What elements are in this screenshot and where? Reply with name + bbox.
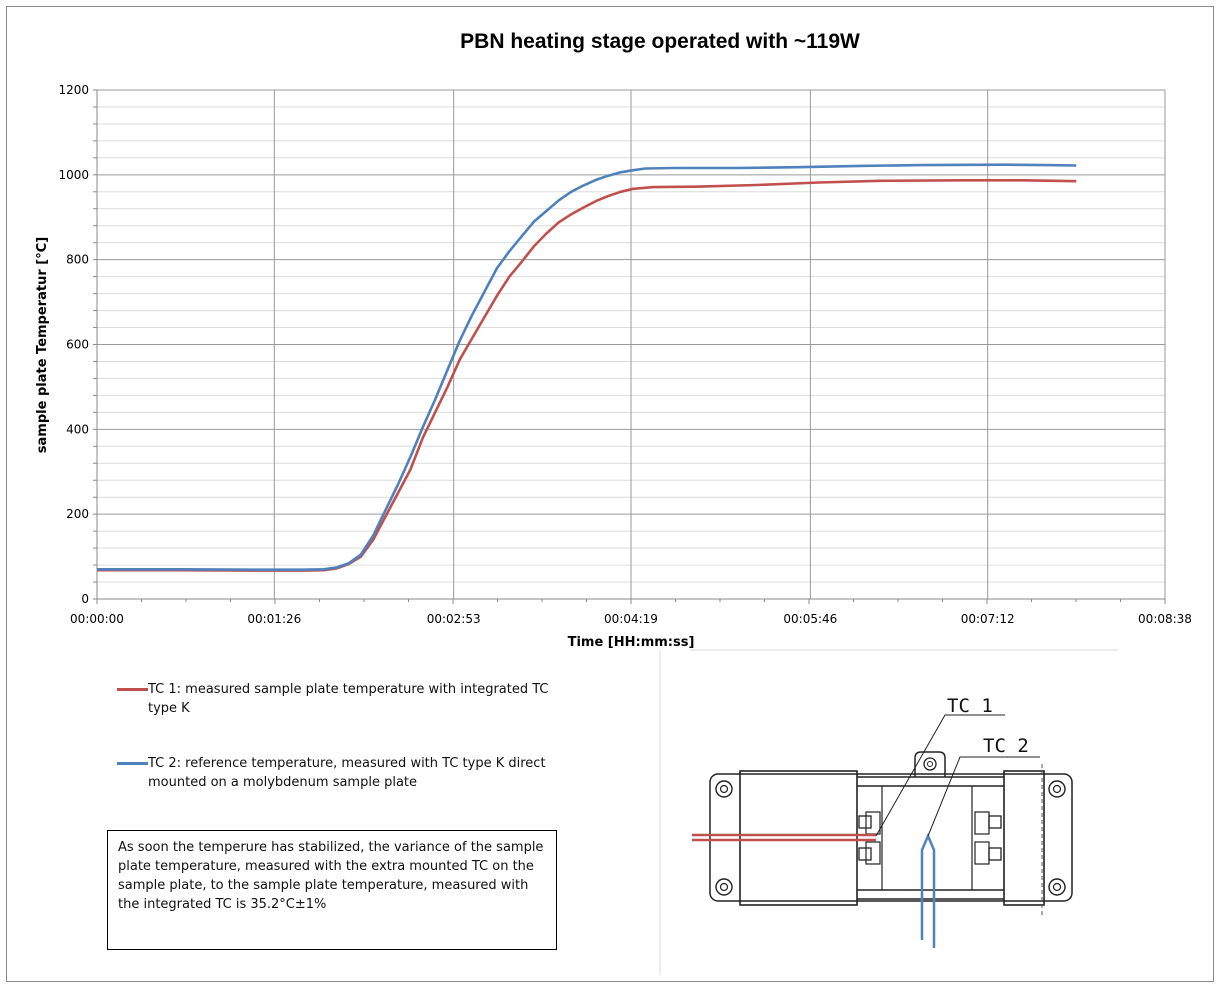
- tc2-leader-line: [927, 756, 1040, 837]
- x-tick-label: 00:00:00: [70, 612, 124, 626]
- variance-note-box: As soon the temperure has stabilized, th…: [107, 830, 557, 950]
- x-axis-label: Time [HH:mm:ss]: [568, 635, 695, 650]
- tc1-leader-line: [875, 714, 1005, 837]
- screw-hole-top-right: [1048, 780, 1066, 798]
- major-gridlines: [97, 89, 1166, 599]
- y-tick-label: 200: [66, 507, 89, 521]
- screw-hole-top-left: [715, 780, 733, 798]
- y-tick-label: 400: [66, 422, 89, 436]
- left-terminal-lower: [865, 841, 881, 865]
- tc1-label: TC 1: [947, 695, 993, 717]
- left-pin-lower: [858, 847, 872, 861]
- left-terminal-upper: [865, 811, 881, 835]
- screw-hole-bottom-left: [715, 878, 733, 896]
- series-line-tc2: [97, 163, 1077, 571]
- figure-frame: [6, 6, 1214, 982]
- right-pin-upper: [988, 815, 1002, 829]
- y-tick-label: 1200: [58, 83, 89, 97]
- y-tick-label: 1000: [58, 168, 89, 182]
- base-plate: [709, 773, 1073, 902]
- y-tick-label: 800: [66, 253, 89, 267]
- right-pin-lower: [988, 847, 1002, 861]
- x-tick-label: 00:02:53: [427, 612, 481, 626]
- x-tick-labels: 00:00:00 00:01:26 00:02:53 00:04:19 00:05:46…: [70, 612, 1192, 626]
- left-pin-upper: [858, 815, 872, 829]
- tab-screw: [923, 757, 937, 771]
- screw-hole-bottom-right: [1048, 878, 1066, 896]
- legend-tc2-swatch: [117, 762, 148, 765]
- tc2-wire: [920, 832, 936, 948]
- x-tick-label: 00:07:12: [961, 612, 1015, 626]
- legend-tc1-swatch: [117, 688, 148, 691]
- legend-tc2-label: TC 2: reference temperature, measured wi…: [148, 756, 546, 790]
- chart-title: PBN heating stage operated with ~119W: [460, 30, 860, 53]
- left-clamp-block: [739, 770, 858, 906]
- y-tick-label: 0: [81, 592, 89, 606]
- series-lines: [97, 163, 1077, 572]
- right-terminal-lower: [974, 841, 990, 865]
- legend-tc1-label: TC 1: measured sample plate temperature …: [148, 682, 549, 716]
- x-tick-label: 00:08:38: [1138, 612, 1192, 626]
- x-tick-label: 00:05:46: [783, 612, 837, 626]
- x-tick-marks: [93, 89, 1166, 604]
- x-tick-label: 00:04:19: [604, 612, 658, 626]
- right-clamp-block: [1003, 770, 1045, 906]
- y-axis-label: sample plate Temperatur [°C]: [35, 237, 50, 453]
- tc2-label: TC 2: [983, 735, 1029, 757]
- top-tab: [914, 751, 946, 777]
- x-tick-label: 00:01:26: [247, 612, 301, 626]
- right-terminal-upper: [974, 811, 990, 835]
- y-tick-label: 600: [66, 338, 89, 352]
- y-tick-labels: 0 200 400 600 800 1000 1200: [58, 83, 89, 606]
